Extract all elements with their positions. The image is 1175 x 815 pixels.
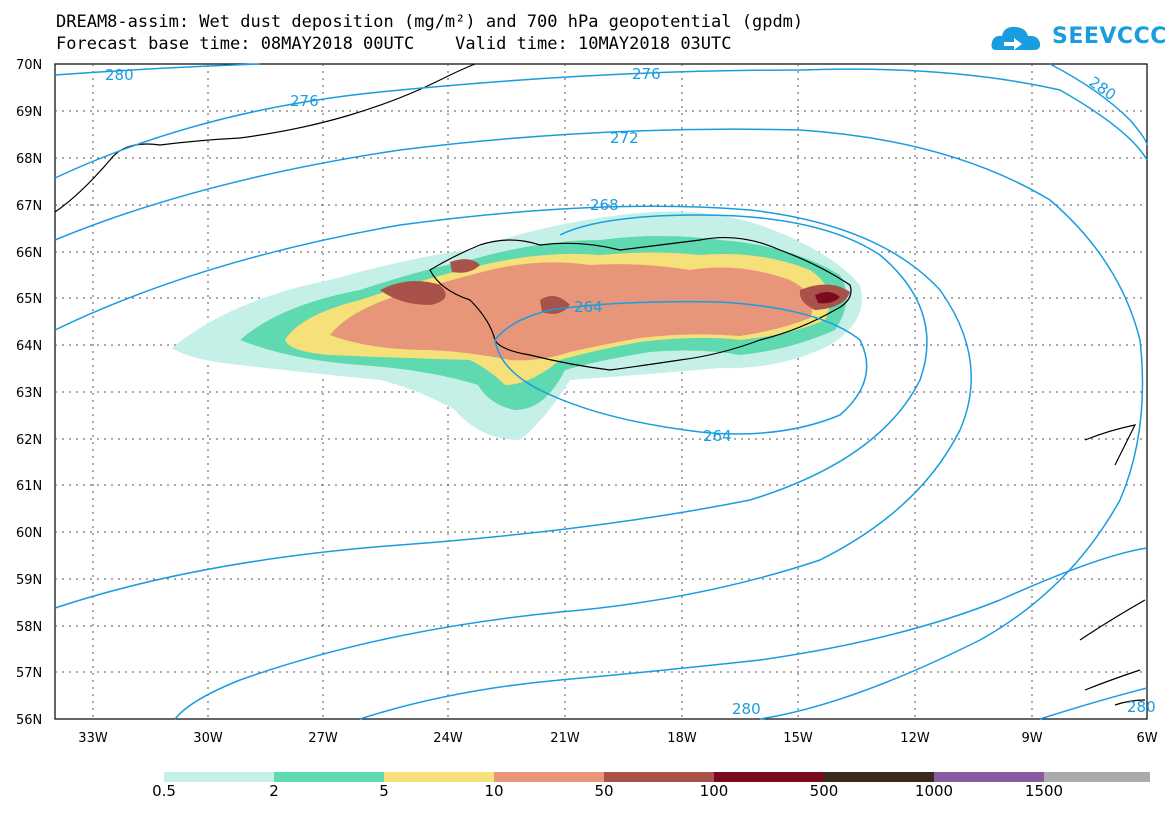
contour-280-nw bbox=[54, 63, 261, 76]
contour-268 bbox=[54, 214, 928, 609]
dust-level-100 bbox=[815, 291, 840, 304]
dust-level-50-b bbox=[450, 259, 480, 273]
lat-label: 58N bbox=[16, 620, 42, 635]
lon-label: 30W bbox=[193, 731, 223, 746]
lon-label: 27W bbox=[308, 731, 338, 746]
lat-label: 66N bbox=[16, 246, 42, 261]
colorbar-segment bbox=[604, 772, 714, 782]
dust-level-50-a bbox=[380, 281, 446, 305]
colorbar-label: 1000 bbox=[914, 782, 954, 800]
latitude-labels: 70N 69N 68N 67N 66N 65N 64N 63N 62N 61N … bbox=[16, 58, 42, 728]
contour-label: 264 bbox=[574, 298, 603, 316]
map-title-line2: Forecast base time: 08MAY2018 00UTC Vali… bbox=[56, 34, 732, 54]
colorbar-label: 100 bbox=[699, 782, 729, 800]
contour-label: 280 bbox=[105, 66, 134, 84]
contour-label: 280 bbox=[732, 700, 761, 718]
colorbar-segment bbox=[934, 772, 1044, 782]
lat-label: 61N bbox=[16, 479, 42, 494]
faroe-coast bbox=[1084, 424, 1137, 466]
lat-label: 70N bbox=[16, 58, 42, 73]
graticule bbox=[55, 64, 1147, 719]
lon-label: 18W bbox=[667, 731, 697, 746]
lon-label: 24W bbox=[433, 731, 463, 746]
lon-label: 15W bbox=[783, 731, 813, 746]
cloud-logo-icon bbox=[991, 26, 1041, 50]
dust-deposition-field bbox=[172, 211, 862, 440]
seevccc-logo-text: SEEVCCC bbox=[1052, 24, 1167, 49]
contour-276-south bbox=[54, 128, 1144, 720]
lat-label: 60N bbox=[16, 526, 42, 541]
lat-label: 69N bbox=[16, 105, 42, 120]
lat-label: 56N bbox=[16, 713, 42, 728]
contour-labels: 280 276 276 280 272 268 264 264 280 280 bbox=[105, 65, 1156, 718]
lon-label: 9W bbox=[1021, 731, 1042, 746]
scotland-coast bbox=[1079, 599, 1146, 706]
lat-label: 64N bbox=[16, 339, 42, 354]
colorbar-segment bbox=[1044, 772, 1150, 782]
lon-label: 6W bbox=[1136, 731, 1157, 746]
lat-label: 65N bbox=[16, 292, 42, 307]
contour-label: 268 bbox=[590, 196, 619, 214]
lat-label: 62N bbox=[16, 433, 42, 448]
colorbar-segment bbox=[824, 772, 934, 782]
lon-label: 12W bbox=[900, 731, 930, 746]
contour-276 bbox=[54, 68, 1148, 179]
contour-label: 280 bbox=[1127, 698, 1156, 716]
longitude-labels: 33W 30W 27W 24W 21W 18W 15W 12W 9W 6W bbox=[78, 731, 1157, 746]
colorbar-label: 500 bbox=[809, 782, 839, 800]
lon-label: 21W bbox=[550, 731, 580, 746]
lon-label: 33W bbox=[78, 731, 108, 746]
colorbar-label: 1500 bbox=[1024, 782, 1064, 800]
lat-label: 63N bbox=[16, 386, 42, 401]
geopotential-contours bbox=[54, 63, 1148, 720]
colorbar-segment bbox=[164, 772, 274, 782]
contour-label: 276 bbox=[632, 65, 661, 83]
colorbar-segment bbox=[714, 772, 824, 782]
colorbar-label: 0.5 bbox=[152, 782, 176, 800]
lat-label: 67N bbox=[16, 199, 42, 214]
contour-264 bbox=[494, 300, 868, 435]
colorbar-segment bbox=[384, 772, 494, 782]
contour-280-se bbox=[1039, 687, 1148, 720]
greenland-coast bbox=[54, 63, 476, 213]
contour-label: 264 bbox=[703, 427, 732, 445]
lat-label: 57N bbox=[16, 666, 42, 681]
colorbar-label: 5 bbox=[379, 782, 389, 800]
contour-label: 280 bbox=[1086, 73, 1120, 104]
dust-level-10 bbox=[330, 262, 813, 361]
colorbar-segment bbox=[494, 772, 604, 782]
contour-280-ne bbox=[1049, 63, 1148, 146]
colorbar-label: 50 bbox=[594, 782, 614, 800]
map-title-line1: DREAM8-assim: Wet dust deposition (mg/m²… bbox=[56, 12, 804, 32]
colorbar-label: 10 bbox=[484, 782, 504, 800]
contour-280-s bbox=[359, 547, 1148, 720]
coastlines bbox=[54, 63, 1146, 706]
contour-label: 272 bbox=[610, 129, 639, 147]
iceland-coast bbox=[429, 236, 852, 371]
contour-label: 276 bbox=[290, 92, 319, 110]
contour-272 bbox=[54, 205, 972, 720]
lat-label: 68N bbox=[16, 152, 42, 167]
colorbar-segment bbox=[274, 772, 384, 782]
colorbar-label: 2 bbox=[269, 782, 279, 800]
lat-label: 59N bbox=[16, 573, 42, 588]
dust-level-50-d bbox=[540, 296, 570, 314]
